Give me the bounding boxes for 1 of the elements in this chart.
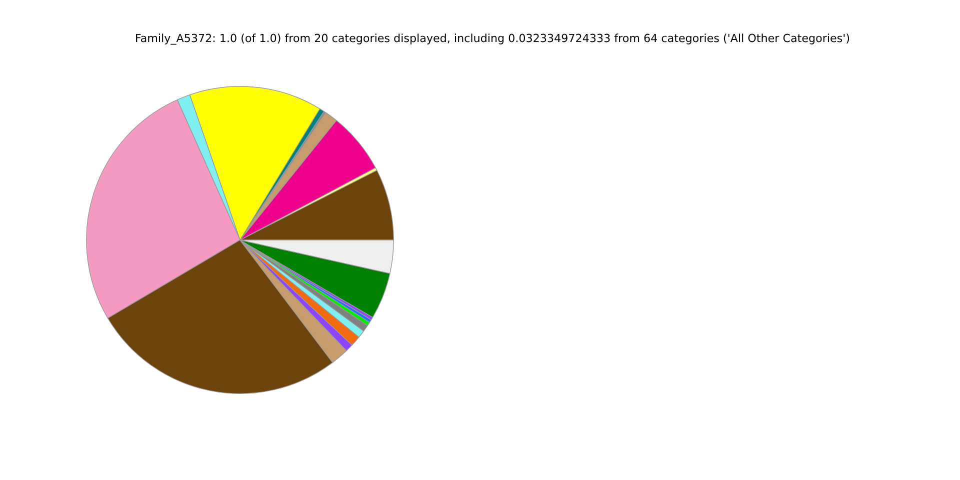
text: Family_A5372: 1.0 (of 1.0) from 20 categories displayed, including 0.0323349724333 from 64 categories ('All Other Categories') [136, 34, 850, 45]
